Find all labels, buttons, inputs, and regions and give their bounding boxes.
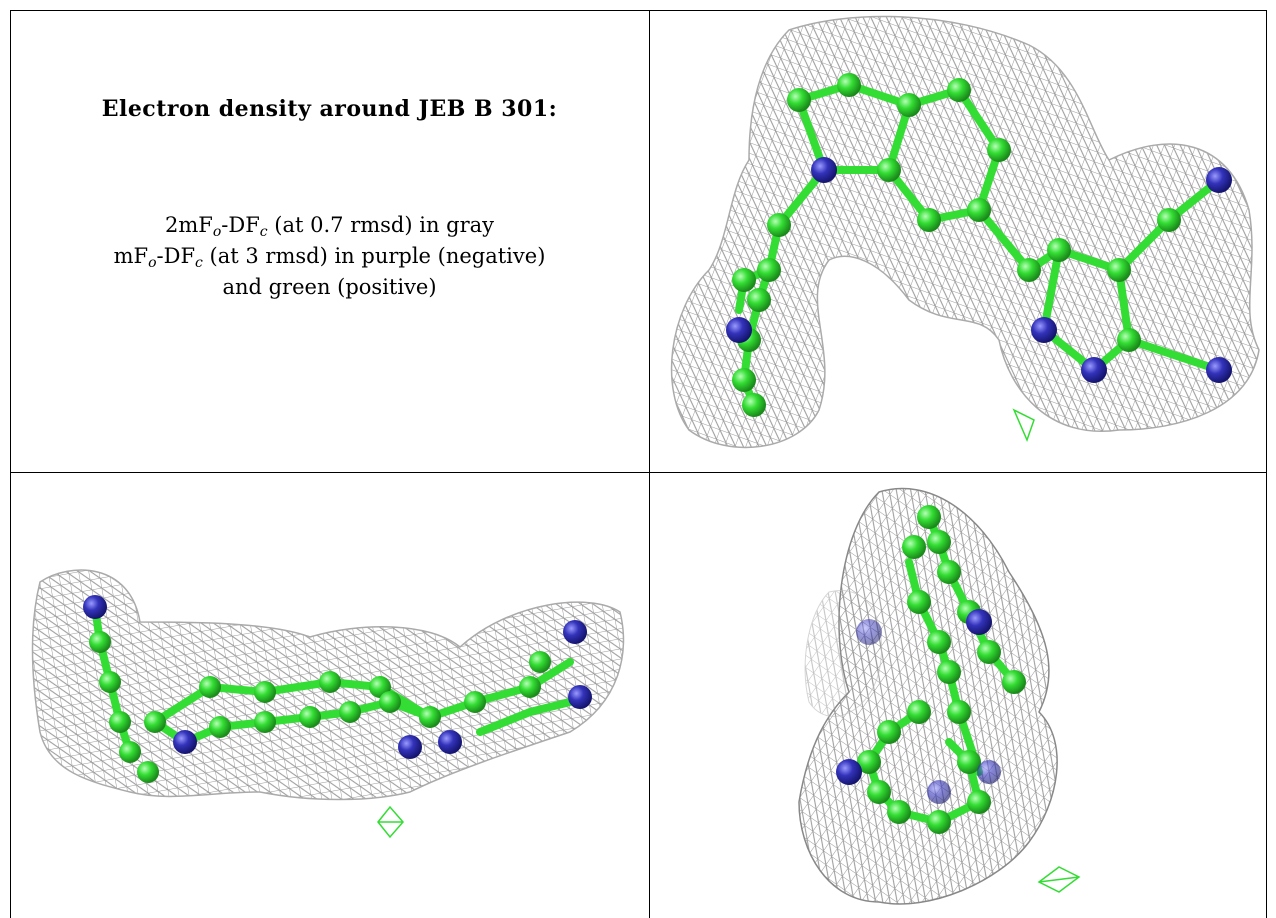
nitrogen-atoms xyxy=(836,609,1001,804)
caption-cell: Electron density around JEB B 301: 2mFo-… xyxy=(10,10,649,472)
nitrogen-atoms xyxy=(726,157,1232,383)
figure-title: Electron density around JEB B 301: xyxy=(101,96,558,122)
carbon-atoms xyxy=(89,631,551,783)
positive-density-blob xyxy=(1012,408,1035,443)
density-mesh xyxy=(798,487,1058,905)
positive-density-blob xyxy=(377,805,404,839)
positive-density-blob xyxy=(1037,866,1081,893)
density-view-bottom-left xyxy=(10,472,649,918)
nitrogen-atoms xyxy=(83,595,592,759)
density-view-top-right xyxy=(649,10,1267,472)
legend-line-2fo-fc: 2mFo-DFc (at 0.7 rmsd) in gray xyxy=(164,213,495,240)
carbon-atoms xyxy=(732,73,1181,417)
legend-line-fo-fc: mFo-DFc (at 3 rmsd) in purple (negative) xyxy=(113,244,546,271)
density-render-1 xyxy=(670,15,1260,449)
legend-line-colors: and green (positive) xyxy=(222,275,437,299)
density-view-bottom-right xyxy=(649,472,1267,918)
density-mesh xyxy=(670,15,1260,449)
density-render-2 xyxy=(31,569,625,839)
density-render-3 xyxy=(798,487,1081,905)
